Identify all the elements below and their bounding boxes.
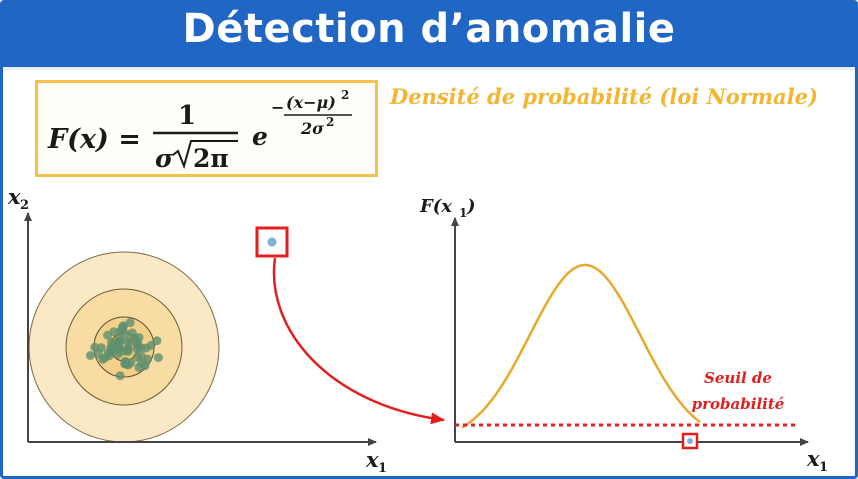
formula-base: e [252, 122, 268, 151]
cluster-point [121, 359, 131, 369]
threshold-label-line1: Seuil de [704, 369, 772, 387]
cluster-point [140, 361, 150, 371]
exp-denominator-power: 2 [326, 115, 334, 129]
exp-numerator-power: 2 [341, 88, 349, 102]
formula-numerator: 1 [178, 101, 196, 131]
cluster-point [85, 351, 95, 360]
cluster-point [127, 328, 137, 338]
anomaly-point [267, 237, 277, 247]
anomaly-projection-point [687, 438, 693, 444]
exp-sign: − [271, 98, 284, 117]
formula-root: 2π [193, 144, 229, 173]
anomaly-marker [255, 226, 289, 258]
density-curve [461, 263, 701, 429]
sqrt-symbol [172, 140, 238, 170]
left-y-label: x [7, 184, 21, 209]
cluster-point [114, 337, 124, 347]
right-x-label-sub: 1 [819, 460, 828, 475]
cluster-point [90, 342, 100, 352]
right-y-label: F(x [419, 196, 452, 217]
left-x-label-sub: 1 [378, 461, 387, 476]
cluster-point [146, 340, 156, 350]
right-x-label: x [806, 446, 820, 471]
mapping-arrow [272, 257, 445, 425]
banner-divider [3, 67, 855, 70]
exp-denominator: 2σ [300, 119, 324, 138]
exp-numerator: (x−μ) [286, 93, 336, 112]
cluster-point [122, 337, 132, 346]
left-x-label: x [365, 447, 379, 472]
cluster-point [153, 353, 163, 363]
cluster-point [100, 353, 110, 363]
formula-lhs: F(x) = [47, 124, 141, 155]
cluster-point [116, 326, 125, 336]
formula-sigma: σ [155, 144, 174, 173]
cluster-point [132, 352, 142, 362]
formula-caption: Densité de probabilité (loi Normale) [390, 84, 818, 109]
title-banner [3, 3, 855, 67]
right-y-label-sub: 1 [459, 206, 467, 220]
left-scatter-plot: x 2 x 1 [7, 184, 387, 476]
slide-title: Détection d’anomalie [182, 6, 676, 52]
formula-box [35, 80, 378, 177]
cluster-point [115, 371, 125, 381]
cluster-point [109, 327, 119, 337]
right-y-label-close: ) [466, 196, 476, 217]
right-density-plot: F(x 1 ) x 1 Seuil de probabilité [419, 196, 828, 475]
threshold-label-line2: probabilité [692, 395, 785, 413]
cluster-point [125, 318, 135, 328]
cluster-point [134, 333, 144, 342]
cluster-point [117, 346, 127, 356]
cluster-point [93, 349, 103, 359]
normal-data-cluster [85, 318, 163, 381]
left-y-label-sub: 2 [20, 198, 29, 213]
gaussian-formula: F(x) = 1 σ 2π e − (x−μ) 2 2σ 2 [47, 88, 352, 173]
